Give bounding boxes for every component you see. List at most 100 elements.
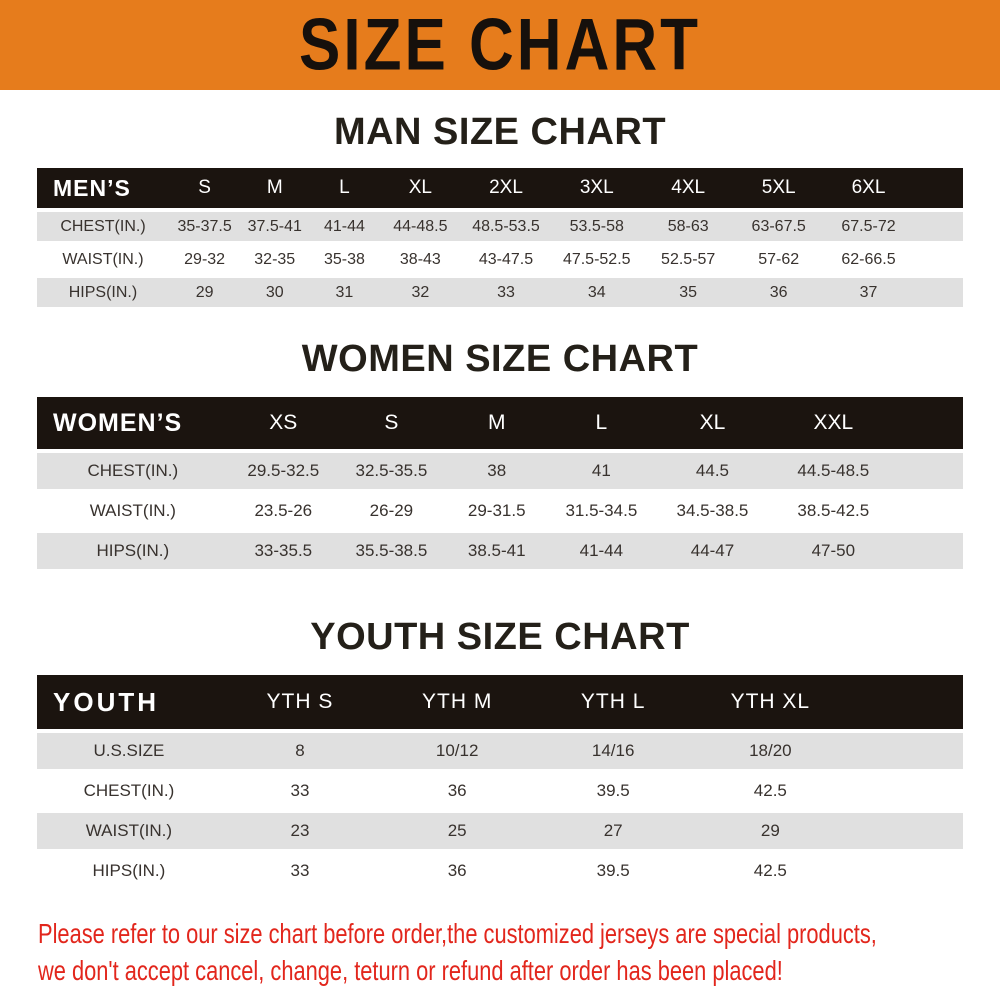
size-value: 38.5-42.5 — [797, 501, 870, 520]
size-value: 47-50 — [811, 541, 856, 560]
size-value: 34.5-38.5 — [676, 501, 749, 520]
filler-cell — [913, 168, 963, 208]
size-value: 52.5-57 — [661, 250, 716, 268]
filler-cell — [896, 397, 963, 449]
size-value: 38 — [487, 461, 507, 480]
table-row: WAIST(IN.) 23.5-26 26-29 29-31.5 31.5-34.5 34… — [37, 493, 963, 529]
filler-cell — [850, 733, 963, 769]
banner: SIZE CHART — [0, 0, 1000, 90]
table-row: HIPS(IN.) 33 36 39.5 42.5 — [37, 853, 963, 889]
table-header-row: YOUTH YTH S YTH M YTH L YTH XL — [37, 675, 963, 729]
size-value: 23.5-26 — [254, 501, 313, 520]
size-column-header: XL — [408, 177, 432, 198]
size-column-header: YTH M — [421, 690, 493, 713]
size-value: 35-38 — [323, 250, 365, 268]
women-section: WOMEN SIZE CHART WOMEN’S XS S M L XL XXL CHEST(… — [0, 339, 1000, 573]
table-row: U.S.SIZE 8 10/12 14/16 18/20 — [37, 733, 963, 769]
filler-cell — [913, 212, 963, 241]
size-value: 23 — [290, 821, 310, 840]
size-value: 10/12 — [435, 741, 479, 760]
size-value: 8 — [295, 741, 305, 760]
size-value: 35.5-38.5 — [355, 541, 428, 560]
size-value: 41 — [591, 461, 611, 480]
table-row: WAIST(IN.) 29-32 32-35 35-38 38-43 43-47.5 47.… — [37, 245, 963, 274]
row-label: WAIST(IN.) — [89, 501, 176, 520]
size-column-header: YTH L — [580, 690, 646, 713]
row-label: WAIST(IN.) — [85, 821, 173, 840]
size-value: 44-48.5 — [393, 217, 448, 235]
size-value: 41-44 — [579, 541, 624, 560]
table-row: CHEST(IN.) 33 36 39.5 42.5 — [37, 773, 963, 809]
size-value: 14/16 — [591, 741, 635, 760]
size-value: 34 — [587, 283, 606, 301]
size-value: 31.5-34.5 — [565, 501, 638, 520]
size-column-header: M — [487, 411, 506, 434]
footnote: Please refer to our size chart before or… — [38, 915, 1000, 989]
filler-cell — [850, 853, 963, 889]
size-value: 57-62 — [758, 250, 800, 268]
size-value: 39.5 — [596, 781, 630, 800]
size-value: 32.5-35.5 — [355, 461, 428, 480]
filler-cell — [896, 493, 963, 529]
table-row: HIPS(IN.) 33-35.5 35.5-38.5 38.5-41 41-44 44-… — [37, 533, 963, 569]
size-value: 44.5-48.5 — [797, 461, 870, 480]
size-value: 29-32 — [184, 250, 226, 268]
size-column-header: 5XL — [761, 177, 796, 198]
size-value: 31 — [335, 283, 354, 301]
table-header-row: WOMEN’S XS S M L XL XXL — [37, 397, 963, 449]
table-row: CHEST(IN.) 35-37.5 37.5-41 41-44 44-48.5 48.5… — [37, 212, 963, 241]
size-value: 27 — [603, 821, 623, 840]
size-value: 35-37.5 — [177, 217, 232, 235]
row-label: HIPS(IN.) — [96, 541, 170, 560]
footnote-line-1: Please refer to our size chart before or… — [38, 918, 877, 949]
table-header-row: MEN’S S M L XL 2XL 3XL 4XL 5XL 6XL — [37, 168, 963, 208]
size-value: 38.5-41 — [467, 541, 526, 560]
size-value: 33 — [497, 283, 515, 301]
size-value: 29 — [760, 821, 780, 840]
size-value: 44-47 — [690, 541, 735, 560]
men-size-table: MEN’S S M L XL 2XL 3XL 4XL 5XL 6XL CHEST(IN.) 35-37… — [37, 164, 963, 311]
size-value: 33 — [290, 861, 310, 880]
size-value: 42.5 — [753, 861, 787, 880]
filler-cell — [896, 533, 963, 569]
size-value: 36 — [769, 283, 788, 301]
size-value: 36 — [447, 781, 467, 800]
size-value: 32 — [411, 283, 430, 301]
youth-size-table: YOUTH YTH S YTH M YTH L YTH XL U.S.SIZE 8 10/12… — [37, 671, 963, 893]
size-value: 18/20 — [749, 741, 792, 760]
size-value: 29.5-32.5 — [247, 461, 320, 480]
size-value: 29 — [195, 283, 214, 301]
filler-cell — [913, 278, 963, 307]
size-value: 58-63 — [667, 217, 709, 235]
size-column-header: S — [198, 177, 211, 198]
size-column-header: XL — [699, 411, 726, 434]
size-value: 41-44 — [323, 217, 365, 235]
size-column-header: 6XL — [851, 177, 886, 198]
size-column-header: L — [339, 177, 350, 198]
size-value: 43-47.5 — [478, 250, 534, 268]
size-value: 30 — [265, 283, 284, 301]
row-label: HIPS(IN.) — [92, 861, 166, 880]
youth-section-heading: YOUTH SIZE CHART — [310, 616, 690, 658]
size-value: 35 — [679, 283, 698, 301]
size-value: 53.5-58 — [569, 217, 624, 235]
size-value: 29-31.5 — [467, 501, 526, 520]
row-label: U.S.SIZE — [93, 741, 165, 760]
size-value: 39.5 — [596, 861, 630, 880]
table-row: WAIST(IN.) 23 25 27 29 — [37, 813, 963, 849]
row-label: WAIST(IN.) — [62, 250, 144, 268]
size-value: 42.5 — [753, 781, 787, 800]
size-column-header: 2XL — [489, 177, 523, 198]
youth-section: YOUTH SIZE CHART YOUTH YTH S YTH M YTH L YTH… — [0, 617, 1000, 893]
filler-cell — [850, 813, 963, 849]
table-row: CHEST(IN.) 29.5-32.5 32.5-35.5 38 41 44.5 44.5… — [37, 453, 963, 489]
men-section: MAN SIZE CHART MEN’S S M L XL 2XL 3XL 4XL 5XL 6XL… — [0, 112, 1000, 311]
filler-cell — [913, 245, 963, 274]
table-header-label: MEN’S — [53, 174, 131, 201]
women-section-heading: WOMEN SIZE CHART — [301, 338, 699, 380]
table-header-label: YOUTH — [53, 686, 159, 717]
size-value: 38-43 — [399, 250, 441, 268]
size-value: 67.5-72 — [841, 217, 896, 235]
size-value: 37 — [859, 283, 878, 301]
size-column-header: XXL — [813, 411, 854, 434]
